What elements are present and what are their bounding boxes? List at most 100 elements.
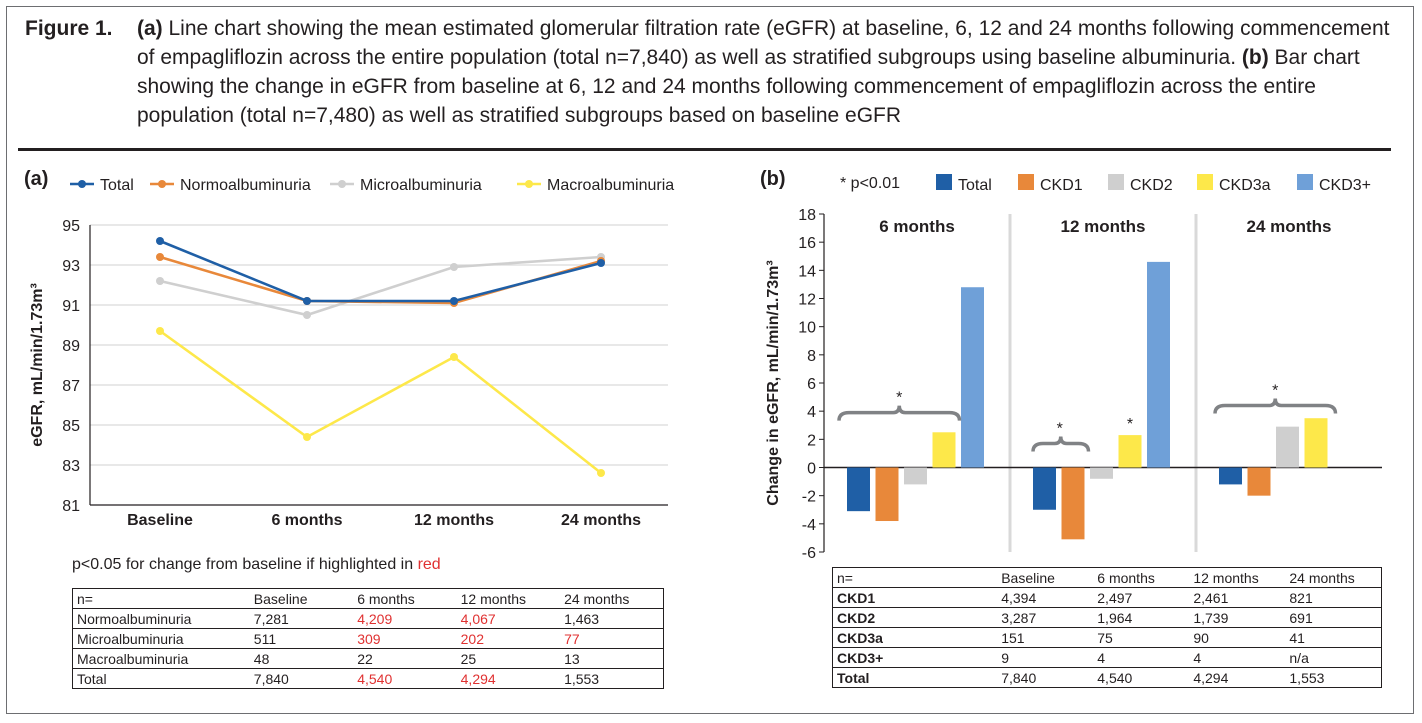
legend-swatch-ckd3a [1197,174,1213,190]
y-tick-label-81: 81 [62,498,80,515]
significance-asterisk-6-months: * [896,390,902,407]
data-point-macroalbuminuria-6-months [303,433,311,441]
bar-ckd1-12-months [1061,467,1085,540]
figure-frame [6,6,1414,714]
x-tick-label-24-months: 24 months [561,512,641,529]
table-b-header-6-months: 6 months [1093,567,1190,588]
table-b-cell-ckd1-4: 821 [1285,587,1382,608]
y-tick-label-0: 0 [807,461,816,478]
table-a-cell-normoalbuminuria-2: 4,209 [353,608,457,629]
bar-ckd1-6-months [875,467,899,522]
table-a-cell-microalbuminuria-2: 309 [353,628,457,649]
group-label-12-months: 12 months [1060,217,1145,236]
legend-label-ckd2: CKD2 [1130,177,1173,194]
y-tick-label-83: 83 [62,458,80,475]
table-b-cell-ckd3-0: CKD3+ [832,647,998,668]
legend-item-normoalbuminuria: Normoalbuminuria [150,177,311,194]
y-tick-label-93: 93 [62,258,80,275]
y-tick-label-2: 2 [807,432,816,449]
x-tick-label-12-months: 12 months [414,512,494,529]
y-tick-label-87: 87 [62,378,80,395]
significance-note: * p<0.01 [840,175,900,192]
y-tick-label-4: 4 [807,404,816,421]
y-tick-label-12: 12 [798,292,816,309]
table-b-cell-ckd2-0: CKD2 [832,607,998,628]
legend-swatch-ckd3 [1297,174,1313,190]
caption-rule [18,148,1391,151]
table-b-cell-total-4: 1,553 [1285,667,1382,688]
table-b-cell-total-2: 4,540 [1093,667,1190,688]
y-tick-label-2: -2 [802,489,816,506]
table-a-note-text: p<0.05 for change from baseline if highl… [72,556,418,573]
table-a-cell-macroalbuminuria-3: 25 [456,648,561,669]
y-tick-label-14: 14 [798,263,816,280]
table-b-cell-ckd3-2: 4 [1093,647,1190,668]
significance-asterisk-12-months-total: * [1057,421,1063,438]
table-a-cell-macroalbuminuria-0: Macroalbuminuria [72,648,250,669]
caption-body: (a) Line chart showing the mean estimate… [137,14,1395,130]
table-b-header-24-months: 24 months [1285,567,1382,588]
y-axis-title: eGFR, mL/min/1.73m³ [29,283,46,447]
table-b-cell-ckd1-3: 2,461 [1189,587,1286,608]
y-tick-label-91: 91 [62,298,80,315]
legend-item-total: Total [70,177,134,194]
table-b-row-ckd1: CKD1 4,394 2,497 2,461 821 [832,587,1382,608]
significance-asterisk-12-months-ckd3a: * [1127,416,1133,433]
table-b-cell-ckd3a-4: 41 [1285,627,1382,648]
significance-brace-24-months [1213,398,1338,414]
series-line-microalbuminuria [159,255,602,317]
figure-label: Figure 1. [25,17,113,40]
group-label-24-months: 24 months [1246,217,1331,236]
table-a-cell-total-4: 1,553 [560,668,664,689]
y-tick-label-89: 89 [62,338,80,355]
legend-marker-microalbuminuria [338,180,346,188]
table-a-cell-total-0: Total [72,668,250,689]
table-b-header-baseline: Baseline [997,567,1094,588]
x-tick-label-6-months: 6 months [271,512,342,529]
bar-ckd3-12-months [1147,261,1170,468]
legend-label-macroalbuminuria: Macroalbuminuria [547,177,674,194]
table-a-cell-normoalbuminuria-0: Normoalbuminuria [72,608,250,629]
data-point-total-6-months [303,297,311,305]
table-a-row-total: Total 7,840 4,540 4,294 1,553 [72,668,664,689]
table-b-cell-ckd1-2: 2,497 [1093,587,1190,608]
table-a-cell-microalbuminuria-0: Microalbuminuria [72,628,250,649]
table-b-cell-total-3: 4,294 [1189,667,1286,688]
data-point-total-baseline [156,237,164,245]
table-b-cell-ckd3a-2: 75 [1093,627,1190,648]
legend-label-total: Total [958,177,992,194]
table-a-cell-total-2: 4,540 [353,668,457,689]
y-axis-title: Change in eGFR, mL/min/1.73m³ [765,260,782,505]
bar-ckd3a-12-months [1118,435,1142,468]
panel-b-label: (b) [760,168,786,190]
table-b-row-ckd3: CKD3+ 9 4 4 n/a [832,647,1382,668]
data-point-microalbuminuria-12-months [450,263,458,271]
table-b-cell-ckd1-1: 4,394 [997,587,1094,608]
table-a-header-24-months: 24 months [560,588,664,609]
table-a-header-12-months: 12 months [456,588,561,609]
y-tick-label-6: -6 [802,545,816,562]
significance-brace-6-months [837,405,962,421]
bar-total-24-months [1219,467,1242,485]
legend-swatch-total [936,174,952,190]
y-tick-label-95: 95 [62,218,80,235]
table-a-cell-total-3: 4,294 [456,668,561,689]
series-line-total [159,239,602,303]
data-point-macroalbuminuria-24-months [597,469,605,477]
data-point-macroalbuminuria-12-months [450,353,458,361]
table-a-cell-macroalbuminuria-4: 13 [560,648,664,669]
table-b-cell-ckd3a-1: 151 [997,627,1094,648]
y-tick-label-8: 8 [807,348,816,365]
table-a-row-macroalbuminuria: Macroalbuminuria 48 22 25 13 [72,648,664,669]
table-a-cell-normoalbuminuria-1: 7,281 [249,608,354,629]
legend-marker-normoalbuminuria [158,180,166,188]
caption-part-b-text: Bar chart showing the change in eGFR fro… [137,46,1360,127]
table-a-header-n: n= [72,588,250,609]
data-point-microalbuminuria-6-months [303,311,311,319]
bar-ckd1-24-months [1247,467,1271,496]
table-a-header-baseline: Baseline [249,588,354,609]
table-b-row-total: Total 7,840 4,540 4,294 1,553 [832,667,1382,688]
caption-part-a-text: Line chart showing the mean estimated gl… [137,17,1390,69]
significance-asterisk-24-months: * [1272,383,1278,400]
bar-ckd3a-6-months [932,432,956,468]
